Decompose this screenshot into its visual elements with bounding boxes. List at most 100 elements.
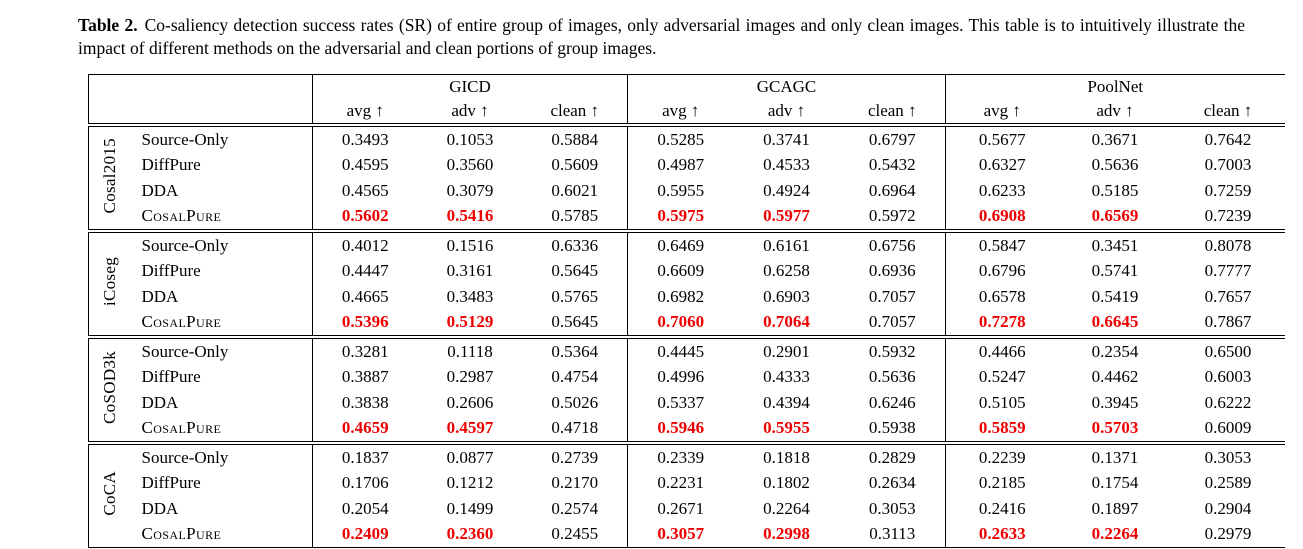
dataset-block-icoseg: iCoseg Source-Only 0.4012 0.1516 0.6336 0.646…	[88, 231, 1285, 337]
value-cell: 0.5419	[1091, 286, 1139, 306]
dataset-label: Cosal2015	[88, 125, 131, 231]
value-cell: 0.5247	[978, 367, 1026, 387]
method-label: DiffPure	[130, 152, 313, 178]
table-row: DDA 0.3838 0.2606 0.5026 0.5337 0.4394 0.6246 0…	[89, 390, 1285, 416]
value-cell: 0.6578	[978, 286, 1026, 306]
value-cell: 0.5432	[839, 152, 946, 178]
value-cell: 0.5026	[522, 390, 628, 416]
method-label: DDA	[130, 496, 313, 522]
value-cell: 0.2264	[1091, 524, 1139, 544]
value-cell: 0.1118	[447, 341, 493, 361]
value-cell: 0.6797	[839, 125, 946, 153]
value-cell: 0.4394	[763, 392, 810, 412]
value-cell: 0.6964	[839, 178, 946, 204]
value-cell: 0.2264	[763, 498, 810, 518]
dataset-label-text: CoCA	[100, 471, 120, 516]
metric-adv: adv ↑	[767, 101, 806, 120]
value-cell: 0.1837	[341, 447, 389, 467]
results-table: GICD GCAGC PoolNet avg ↑ adv ↑ clean ↑ a…	[88, 74, 1285, 548]
value-cell: 0.5946	[657, 418, 705, 438]
value-cell: 0.2416	[978, 498, 1026, 518]
value-cell: 0.3053	[1204, 447, 1252, 467]
value-cell: 0.4447	[341, 261, 389, 281]
table-row: Cosal2015 Source-Only 0.3493 0.1053 0.5884 0.…	[88, 125, 1285, 231]
value-cell: 0.6796	[978, 261, 1026, 281]
value-cell: 0.5785	[522, 203, 628, 231]
value-cell: 0.7239	[1204, 206, 1252, 226]
table-row: CoCA Source-Only 0.1837 0.0877 0.2739 0.2339 0…	[88, 443, 1285, 548]
value-cell: 0.7657	[1204, 286, 1252, 306]
value-cell: 0.3281	[341, 341, 389, 361]
value-cell: 0.2185	[978, 473, 1026, 493]
table-row: CosalPure 0.2409 0.2360 0.2455 0.3057 0.2998 0…	[89, 521, 1285, 548]
value-cell: 0.4595	[341, 155, 389, 175]
value-cell: 0.5977	[763, 206, 810, 226]
metric-clean: clean ↑	[522, 99, 628, 125]
value-cell: 0.5337	[657, 392, 705, 412]
value-cell: 0.6246	[839, 390, 946, 416]
table-row: DDA 0.4665 0.3483 0.5765 0.6982 0.6903 0.7057 0…	[89, 284, 1285, 310]
value-cell: 0.2231	[657, 473, 705, 493]
value-cell: 0.1212	[446, 473, 494, 493]
value-cell: 0.6469	[657, 235, 705, 255]
value-cell: 0.2979	[1204, 524, 1252, 544]
value-cell: 0.5416	[446, 206, 494, 226]
value-cell: 0.7057	[839, 284, 946, 310]
value-cell: 0.5396	[341, 312, 389, 332]
value-cell: 0.4462	[1091, 367, 1139, 387]
method-label: DDA	[130, 284, 313, 310]
model-group-gicd: GICD	[312, 74, 628, 99]
value-cell: 0.3493	[341, 129, 389, 149]
value-cell: 0.5938	[839, 415, 946, 443]
value-cell: 0.5932	[839, 337, 946, 365]
model-group-gcagc: GCAGC	[627, 74, 946, 99]
value-cell: 0.7278	[978, 312, 1026, 332]
value-cell: 0.2634	[839, 470, 946, 496]
value-cell: 0.7867	[1204, 312, 1252, 332]
value-cell: 0.3838	[341, 392, 389, 412]
value-cell: 0.3161	[446, 261, 494, 281]
value-cell: 0.4597	[446, 418, 494, 438]
value-cell: 0.7064	[763, 312, 810, 332]
value-cell: 0.2455	[522, 521, 628, 548]
method-label: Source-Only	[130, 443, 313, 471]
value-cell: 0.2671	[657, 498, 705, 518]
value-cell: 0.3057	[657, 524, 705, 544]
value-cell: 0.2829	[839, 443, 946, 471]
value-cell: 0.2589	[1204, 473, 1252, 493]
table-caption-text: Co-saliency detection success rates (SR)…	[78, 15, 1245, 58]
value-cell: 0.2239	[978, 447, 1026, 467]
table-row: DiffPure 0.4447 0.3161 0.5645 0.6609 0.6258 0.…	[89, 258, 1285, 284]
value-cell: 0.6327	[978, 155, 1026, 175]
value-cell: 0.2339	[657, 447, 705, 467]
value-cell: 0.7060	[657, 312, 705, 332]
value-cell: 0.5972	[839, 203, 946, 231]
value-cell: 0.1897	[1091, 498, 1139, 518]
metric-avg: avg ↑	[346, 101, 384, 120]
corner-cell	[88, 74, 313, 125]
value-cell: 0.5285	[657, 129, 705, 149]
metric-clean: clean ↑	[1203, 101, 1253, 120]
value-cell: 0.3079	[446, 180, 494, 200]
value-cell: 0.6756	[839, 231, 946, 259]
value-cell: 0.6645	[1091, 312, 1139, 332]
value-cell: 0.5741	[1091, 261, 1139, 281]
value-cell: 0.4996	[657, 367, 705, 387]
method-label: DiffPure	[130, 364, 313, 390]
value-cell: 0.1053	[446, 129, 494, 149]
value-cell: 0.3483	[446, 286, 494, 306]
value-cell: 0.5185	[1091, 180, 1139, 200]
value-cell: 0.5364	[522, 337, 628, 365]
dataset-label: iCoseg	[88, 231, 131, 337]
dataset-label: CoCA	[88, 443, 131, 548]
method-label: CosalPure	[130, 521, 313, 548]
table-row: DDA 0.2054 0.1499 0.2574 0.2671 0.2264 0.3053 0…	[89, 496, 1285, 522]
method-label: Source-Only	[130, 337, 313, 365]
value-cell: 0.4718	[522, 415, 628, 443]
value-cell: 0.7003	[1204, 155, 1252, 175]
value-cell: 0.5636	[839, 364, 946, 390]
value-cell: 0.3945	[1091, 392, 1139, 412]
dataset-label-text: CoSOD3k	[100, 351, 120, 424]
table-row: CosalPure 0.5602 0.5416 0.5785 0.5975 0.5977 0…	[89, 203, 1285, 231]
metric-clean: clean ↑	[839, 99, 946, 125]
